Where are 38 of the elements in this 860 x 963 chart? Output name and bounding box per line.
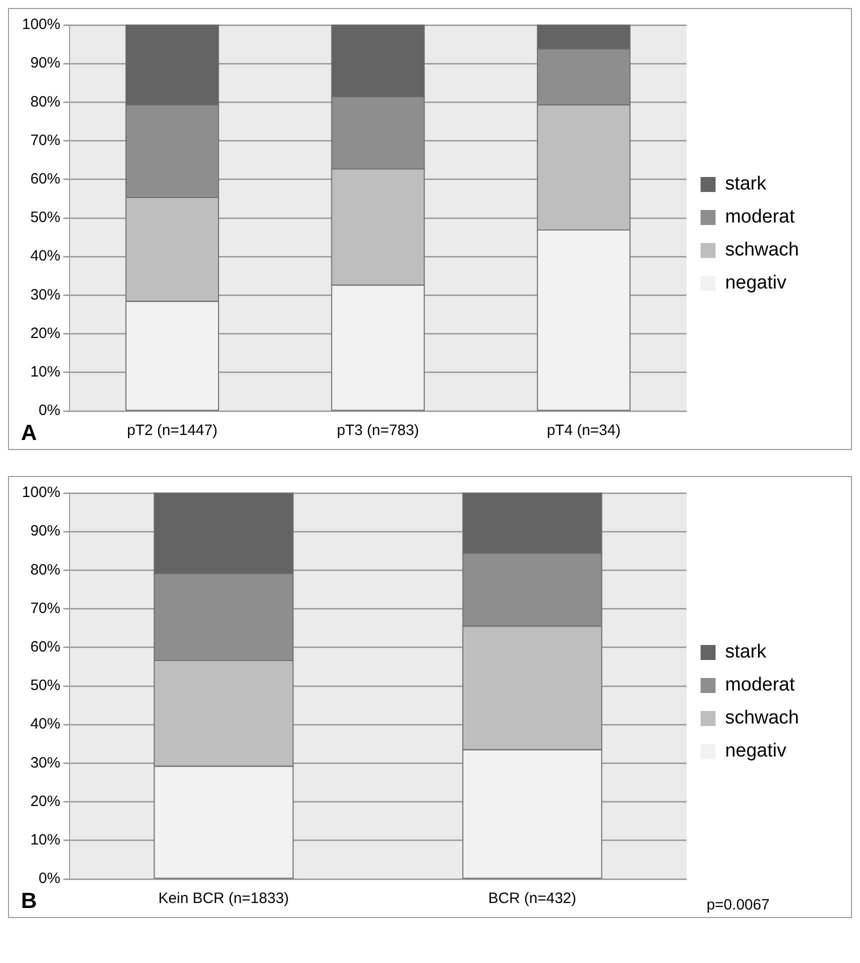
y-tick-label: 20% [30,324,60,342]
y-tick-label: 60% [30,638,60,656]
y-tick-label: 30% [30,754,60,772]
y-tick-label: 40% [30,716,60,733]
text: A [21,420,37,446]
x-tick-label: pT4 (n=34) [546,422,621,440]
y-tick-label: 80% [30,93,60,110]
y-tick-label: 90% [30,54,60,72]
y-tick-label: 80% [30,561,60,578]
y-tick-label: 10% [30,832,60,849]
legend-label: stark [725,642,767,663]
y-tick-label: 10% [30,364,60,381]
text: B [21,888,37,914]
legend-label: moderat [725,674,796,696]
legend-label: negativ [725,272,787,294]
y-tick-label: 100% [22,16,60,34]
x-tick-label: pT3 (n=783) [336,422,420,440]
y-tick-label: 70% [30,132,60,149]
legend-label: moderat [725,206,796,228]
y-tick-label: 100% [22,484,60,502]
legend-label: stark [725,174,767,195]
y-tick-label: 60% [30,170,60,188]
x-tick-label: Kein BCR (n=1833) [158,890,289,908]
x-tick-label: pT2 (n=1447) [126,422,218,440]
legend-label: negativ [725,740,787,762]
legend-label: schwach [725,708,799,729]
x-tick-label: BCR (n=432) [488,890,576,908]
y-tick-label: 0% [38,870,60,888]
legend-label: schwach [725,240,799,261]
y-tick-label: 50% [30,209,60,226]
y-tick-label: 20% [30,792,60,810]
text: p=0.0067 [706,896,770,914]
y-tick-label: 0% [38,402,60,420]
y-tick-label: 90% [30,522,60,540]
y-tick-label: 40% [30,248,60,265]
y-tick-label: 70% [30,600,60,617]
y-tick-label: 30% [30,286,60,304]
y-tick-label: 50% [30,677,60,694]
